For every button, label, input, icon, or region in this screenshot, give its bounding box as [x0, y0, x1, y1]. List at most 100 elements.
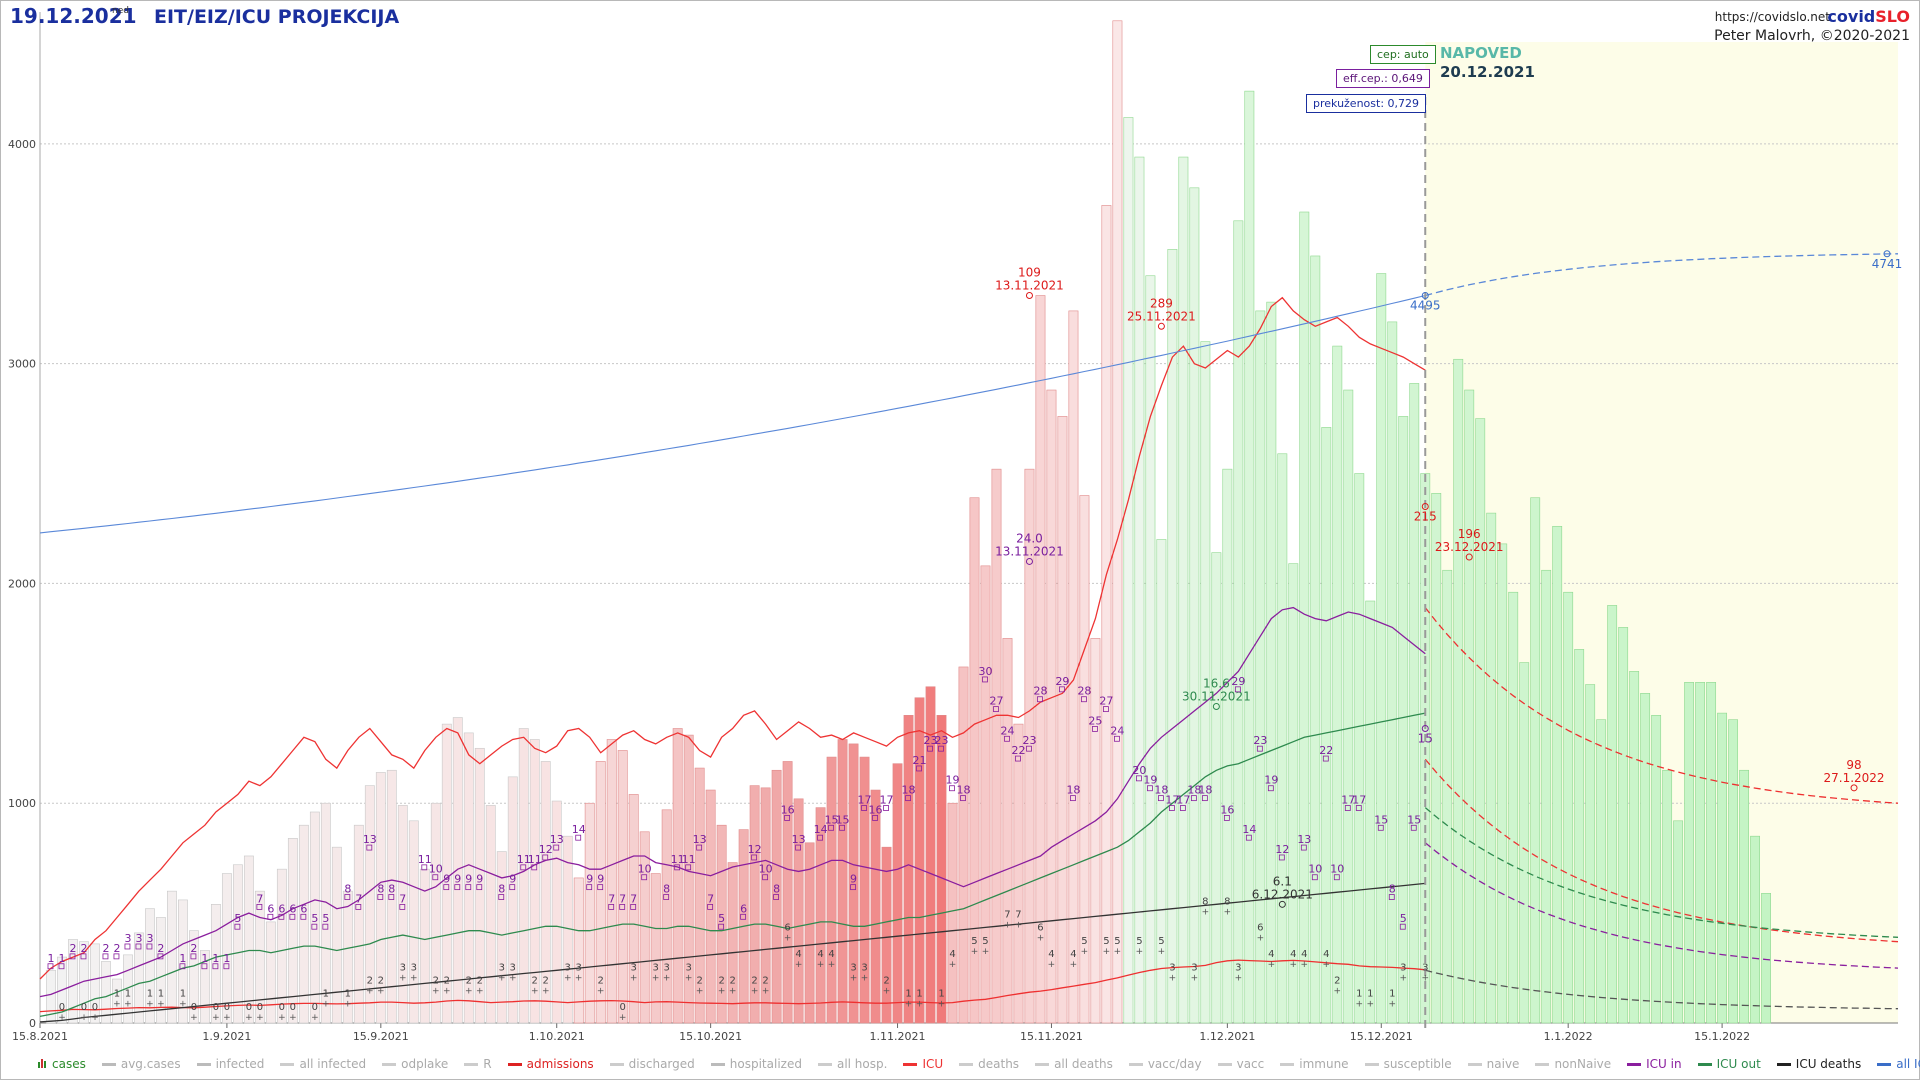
case-bar	[1112, 20, 1123, 1024]
annotation-marker	[1421, 724, 1429, 732]
case-bar	[903, 715, 914, 1024]
legend-label: avg.cases	[120, 1057, 181, 1071]
icu-in-marker	[256, 904, 263, 910]
icu-deaths-label: 2	[466, 975, 472, 986]
case-bar	[1563, 591, 1574, 1024]
icu-deaths-label: 1	[1367, 989, 1373, 1000]
legend-swatch	[464, 1062, 479, 1066]
legend-item-infected[interactable]: infected	[196, 1057, 265, 1071]
icu-in-label: 16	[781, 803, 795, 816]
legend-item-r[interactable]: R	[464, 1057, 492, 1071]
annotation-value: 215	[1414, 510, 1437, 524]
case-bar	[1046, 389, 1057, 1024]
series-line-admissions	[39, 959, 1426, 1013]
icu-deaths-marker: +	[509, 973, 517, 983]
legend-item-hospitalized[interactable]: hospitalized	[710, 1057, 802, 1071]
legend-label: R	[483, 1057, 492, 1071]
legend-item-immune[interactable]: immune	[1280, 1057, 1349, 1071]
series-line-icu-deaths	[39, 882, 1426, 1023]
legend-item-icu-deaths[interactable]: ICU deaths	[1776, 1057, 1861, 1071]
case-bar	[628, 794, 639, 1024]
case-bar	[1761, 893, 1771, 1024]
case-bar	[551, 800, 562, 1024]
legend-item-icu-in[interactable]: ICU in	[1627, 1057, 1682, 1071]
icu-deaths-marker: +	[1048, 960, 1056, 970]
icu-deaths-label: 4	[817, 949, 823, 960]
icu-in-label: 17	[1352, 794, 1366, 807]
icu-deaths-marker: +	[795, 960, 803, 970]
icu-in-label: 1	[201, 952, 208, 965]
x-tick-label: 1.11.2021	[870, 1030, 926, 1043]
legend-label: infected	[215, 1057, 265, 1071]
case-bar	[1079, 495, 1090, 1024]
icu-in-marker	[443, 884, 450, 891]
icu-in-marker	[993, 706, 999, 713]
legend-item-admissions[interactable]: admissions	[507, 1057, 594, 1071]
legend-item-icu[interactable]: ICU	[903, 1057, 943, 1071]
case-bar	[529, 739, 540, 1024]
icu-deaths-marker: +	[344, 1000, 352, 1010]
icu-in-label: 23	[924, 734, 938, 747]
annotation-date: 30.11.2021	[1182, 690, 1251, 704]
legend-swatch	[1128, 1062, 1143, 1066]
legend-item-susceptible[interactable]: susceptible	[1364, 1057, 1452, 1071]
legend-item-vacc-day[interactable]: vacc/day	[1128, 1057, 1202, 1071]
case-bar	[760, 787, 771, 1024]
case-bar	[1409, 383, 1420, 1024]
case-bar	[749, 785, 760, 1024]
case-bar	[1343, 389, 1354, 1024]
legend-item-deaths[interactable]: deaths	[959, 1057, 1019, 1071]
annotation-marker	[1421, 292, 1429, 300]
case-bar	[969, 497, 980, 1024]
legend-item-all-deaths[interactable]: all deaths	[1035, 1057, 1113, 1071]
icu-in-marker	[1333, 874, 1340, 881]
icu-in-marker	[608, 904, 615, 910]
icu-deaths-marker: +	[696, 986, 704, 996]
icu-in-label: 10	[1330, 863, 1344, 876]
case-bar	[1167, 249, 1178, 1024]
legend-item-nonnaive[interactable]: nonNaive	[1535, 1057, 1611, 1071]
icu-in-label: 28	[1077, 685, 1091, 698]
legend-item-all-hosp-[interactable]: all hosp.	[817, 1057, 887, 1071]
icu-deaths-marker: +	[256, 1013, 264, 1023]
icu-in-label: 11	[682, 853, 696, 866]
icu-in-marker	[1223, 815, 1230, 821]
icu-deaths-marker: +	[311, 1013, 319, 1023]
legend-item-all-infected[interactable]: all infected	[280, 1057, 366, 1071]
icu-deaths-label: 4	[828, 949, 834, 960]
icu-in-label: 8	[1389, 883, 1396, 896]
legend-item-discharged[interactable]: discharged	[609, 1057, 695, 1071]
icu-deaths-label: 3	[400, 962, 406, 973]
legend-item-vacc[interactable]: vacc	[1217, 1057, 1264, 1071]
icu-in-label: 8	[498, 883, 505, 896]
icu-deaths-marker: +	[278, 1013, 286, 1023]
icu-in-marker	[1245, 834, 1252, 841]
icu-deaths-label: 1	[938, 989, 944, 1000]
icu-in-marker	[674, 864, 681, 871]
legend-item-icu-out[interactable]: ICU out	[1697, 1057, 1761, 1071]
legend-item-odplake[interactable]: odplake	[382, 1057, 448, 1071]
icu-in-marker	[960, 795, 966, 802]
icu-deaths-label: 3	[1169, 962, 1175, 973]
icu-in-marker	[289, 913, 296, 920]
icu-deaths-label: 2	[477, 975, 483, 986]
legend-item-avg-cases[interactable]: avg.cases	[101, 1057, 181, 1071]
case-bar	[145, 908, 155, 1024]
icu-deaths-marker: +	[1114, 947, 1122, 957]
icu-deaths-marker: +	[718, 986, 726, 996]
icu-in-marker	[1344, 805, 1351, 811]
icu-in-marker	[1410, 824, 1417, 831]
case-bar	[123, 954, 133, 1024]
icu-deaths-label: 0	[279, 1002, 285, 1013]
series-line-icu	[39, 296, 1426, 980]
legend-item-all-icu[interactable]: all ICU	[1877, 1057, 1920, 1071]
x-tick-label: 1.1.2022	[1544, 1030, 1593, 1043]
case-bar	[507, 776, 518, 1024]
icu-in-label: 16	[869, 803, 883, 816]
icu-in-label: 8	[773, 883, 780, 896]
legend-item-cases[interactable]: cases	[38, 1057, 86, 1071]
case-bar	[1310, 255, 1321, 1024]
legend-item-naive[interactable]: naive	[1467, 1057, 1519, 1071]
site-url[interactable]: https://covidslo.net	[1714, 10, 1830, 24]
icu-in-label: 18	[1187, 784, 1201, 797]
